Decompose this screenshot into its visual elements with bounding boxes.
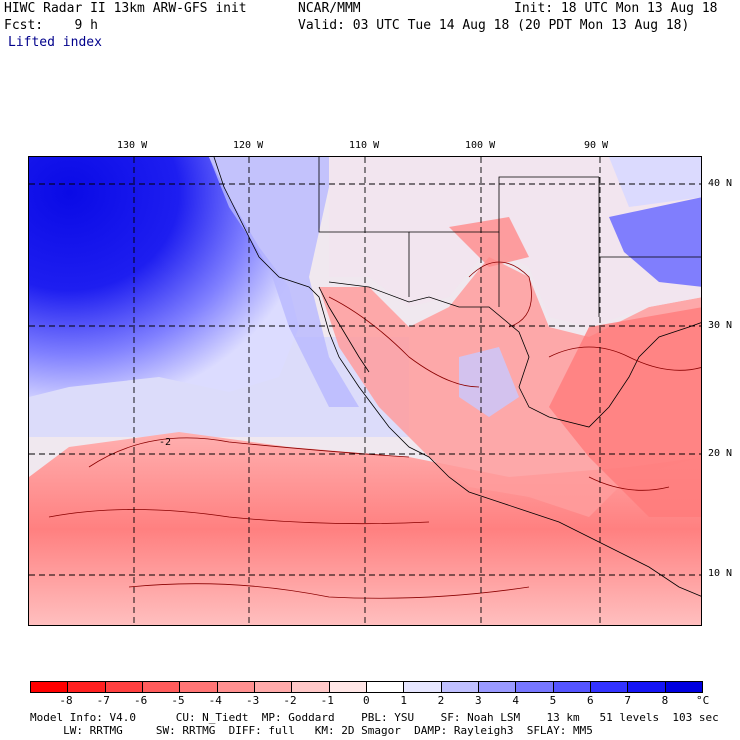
model-info-line1: Model Info: V4.0 CU: N_Tiedt MP: Goddard… xyxy=(30,711,719,724)
lon-label-130w: 130 W xyxy=(117,140,148,151)
model-title: HIWC Radar II 13km ARW-GFS init xyxy=(4,1,247,16)
colorbar-swatch xyxy=(291,681,330,693)
colorbar-label: 5 xyxy=(549,694,557,707)
map-graphic: -2 xyxy=(29,157,701,625)
colorbar-swatch xyxy=(254,681,293,693)
lon-label-110w: 110 W xyxy=(349,140,380,151)
gulf-unstable-region xyxy=(549,307,701,517)
stable-air-region xyxy=(29,157,299,397)
lat-label-10n: 10 N xyxy=(708,568,733,579)
lon-label-90w: 90 W xyxy=(584,140,609,151)
colorbar-label: 8 xyxy=(661,694,669,707)
colorbar-swatch xyxy=(142,681,181,693)
init-time: Init: 18 UTC Mon 13 Aug 18 xyxy=(514,1,718,16)
colorbar-label: 3 xyxy=(475,694,482,707)
valid-time: Valid: 03 UTC Tue 14 Aug 18 (20 PDT Mon … xyxy=(298,18,690,33)
coastlines-and-borders xyxy=(213,157,701,597)
colorbar-swatch xyxy=(590,681,629,693)
colorbar-swatch xyxy=(366,681,405,693)
colorbar-label: 7 xyxy=(624,694,631,707)
lat-label-40n: 40 N xyxy=(708,178,733,189)
colorbar-swatch xyxy=(104,681,143,693)
colorbar-label: -6 xyxy=(134,694,148,707)
colorbar-label: 6 xyxy=(587,694,594,707)
colorbar-label: -4 xyxy=(208,694,222,707)
model-info-line2: LW: RRTMG SW: RRTMG DIFF: full KM: 2D Sm… xyxy=(30,724,593,737)
colorbar-label: -1 xyxy=(320,694,334,707)
colorbar-swatch xyxy=(403,681,442,693)
colorbar-swatch xyxy=(627,681,666,693)
field-name: Lifted index xyxy=(8,35,102,50)
colorbar-label: 2 xyxy=(437,694,445,707)
colorbar-label: -2 xyxy=(283,694,297,707)
colorbar-unit: °C xyxy=(696,694,710,707)
colorbar-label: 0 xyxy=(363,694,370,707)
lat-label-20n: 20 N xyxy=(708,448,733,459)
lon-label-100w: 100 W xyxy=(465,140,496,151)
colorbar-swatch xyxy=(67,681,106,693)
plateau-stable-patch xyxy=(459,347,519,417)
lat-label-30n: 30 N xyxy=(708,320,733,331)
colorbar-swatch xyxy=(664,681,703,693)
southeast-stable-patch xyxy=(609,197,701,287)
lon-label-120w: 120 W xyxy=(233,140,264,151)
colorbar-swatch xyxy=(216,681,255,693)
contour-label: -2 xyxy=(159,437,171,448)
graticule xyxy=(29,157,701,625)
colorbar-swatch xyxy=(179,681,218,693)
colorbar-swatch xyxy=(515,681,554,693)
colorbar-swatch xyxy=(30,681,69,693)
colorbar-swatch xyxy=(478,681,517,693)
colorbar-label: -3 xyxy=(246,694,260,707)
forecast-hour: Fcst: 9 h xyxy=(4,18,98,33)
lifted-index-map: -2 xyxy=(28,156,702,626)
colorbar-swatch xyxy=(552,681,591,693)
colorbar-swatch xyxy=(440,681,479,693)
colorbar-label: -8 xyxy=(59,694,73,707)
colorbar-label: 4 xyxy=(512,694,519,707)
northeast-neutral-patch xyxy=(609,157,701,207)
coastal-stable-zone xyxy=(209,157,359,407)
institution-label: NCAR/MMM xyxy=(298,1,361,16)
colorbar-label: 1 xyxy=(400,694,407,707)
colorbar-label: -5 xyxy=(171,694,185,707)
plains-unstable-patch xyxy=(449,217,529,267)
colorbar-swatch xyxy=(328,681,367,693)
colorbar-label: -7 xyxy=(96,694,110,707)
